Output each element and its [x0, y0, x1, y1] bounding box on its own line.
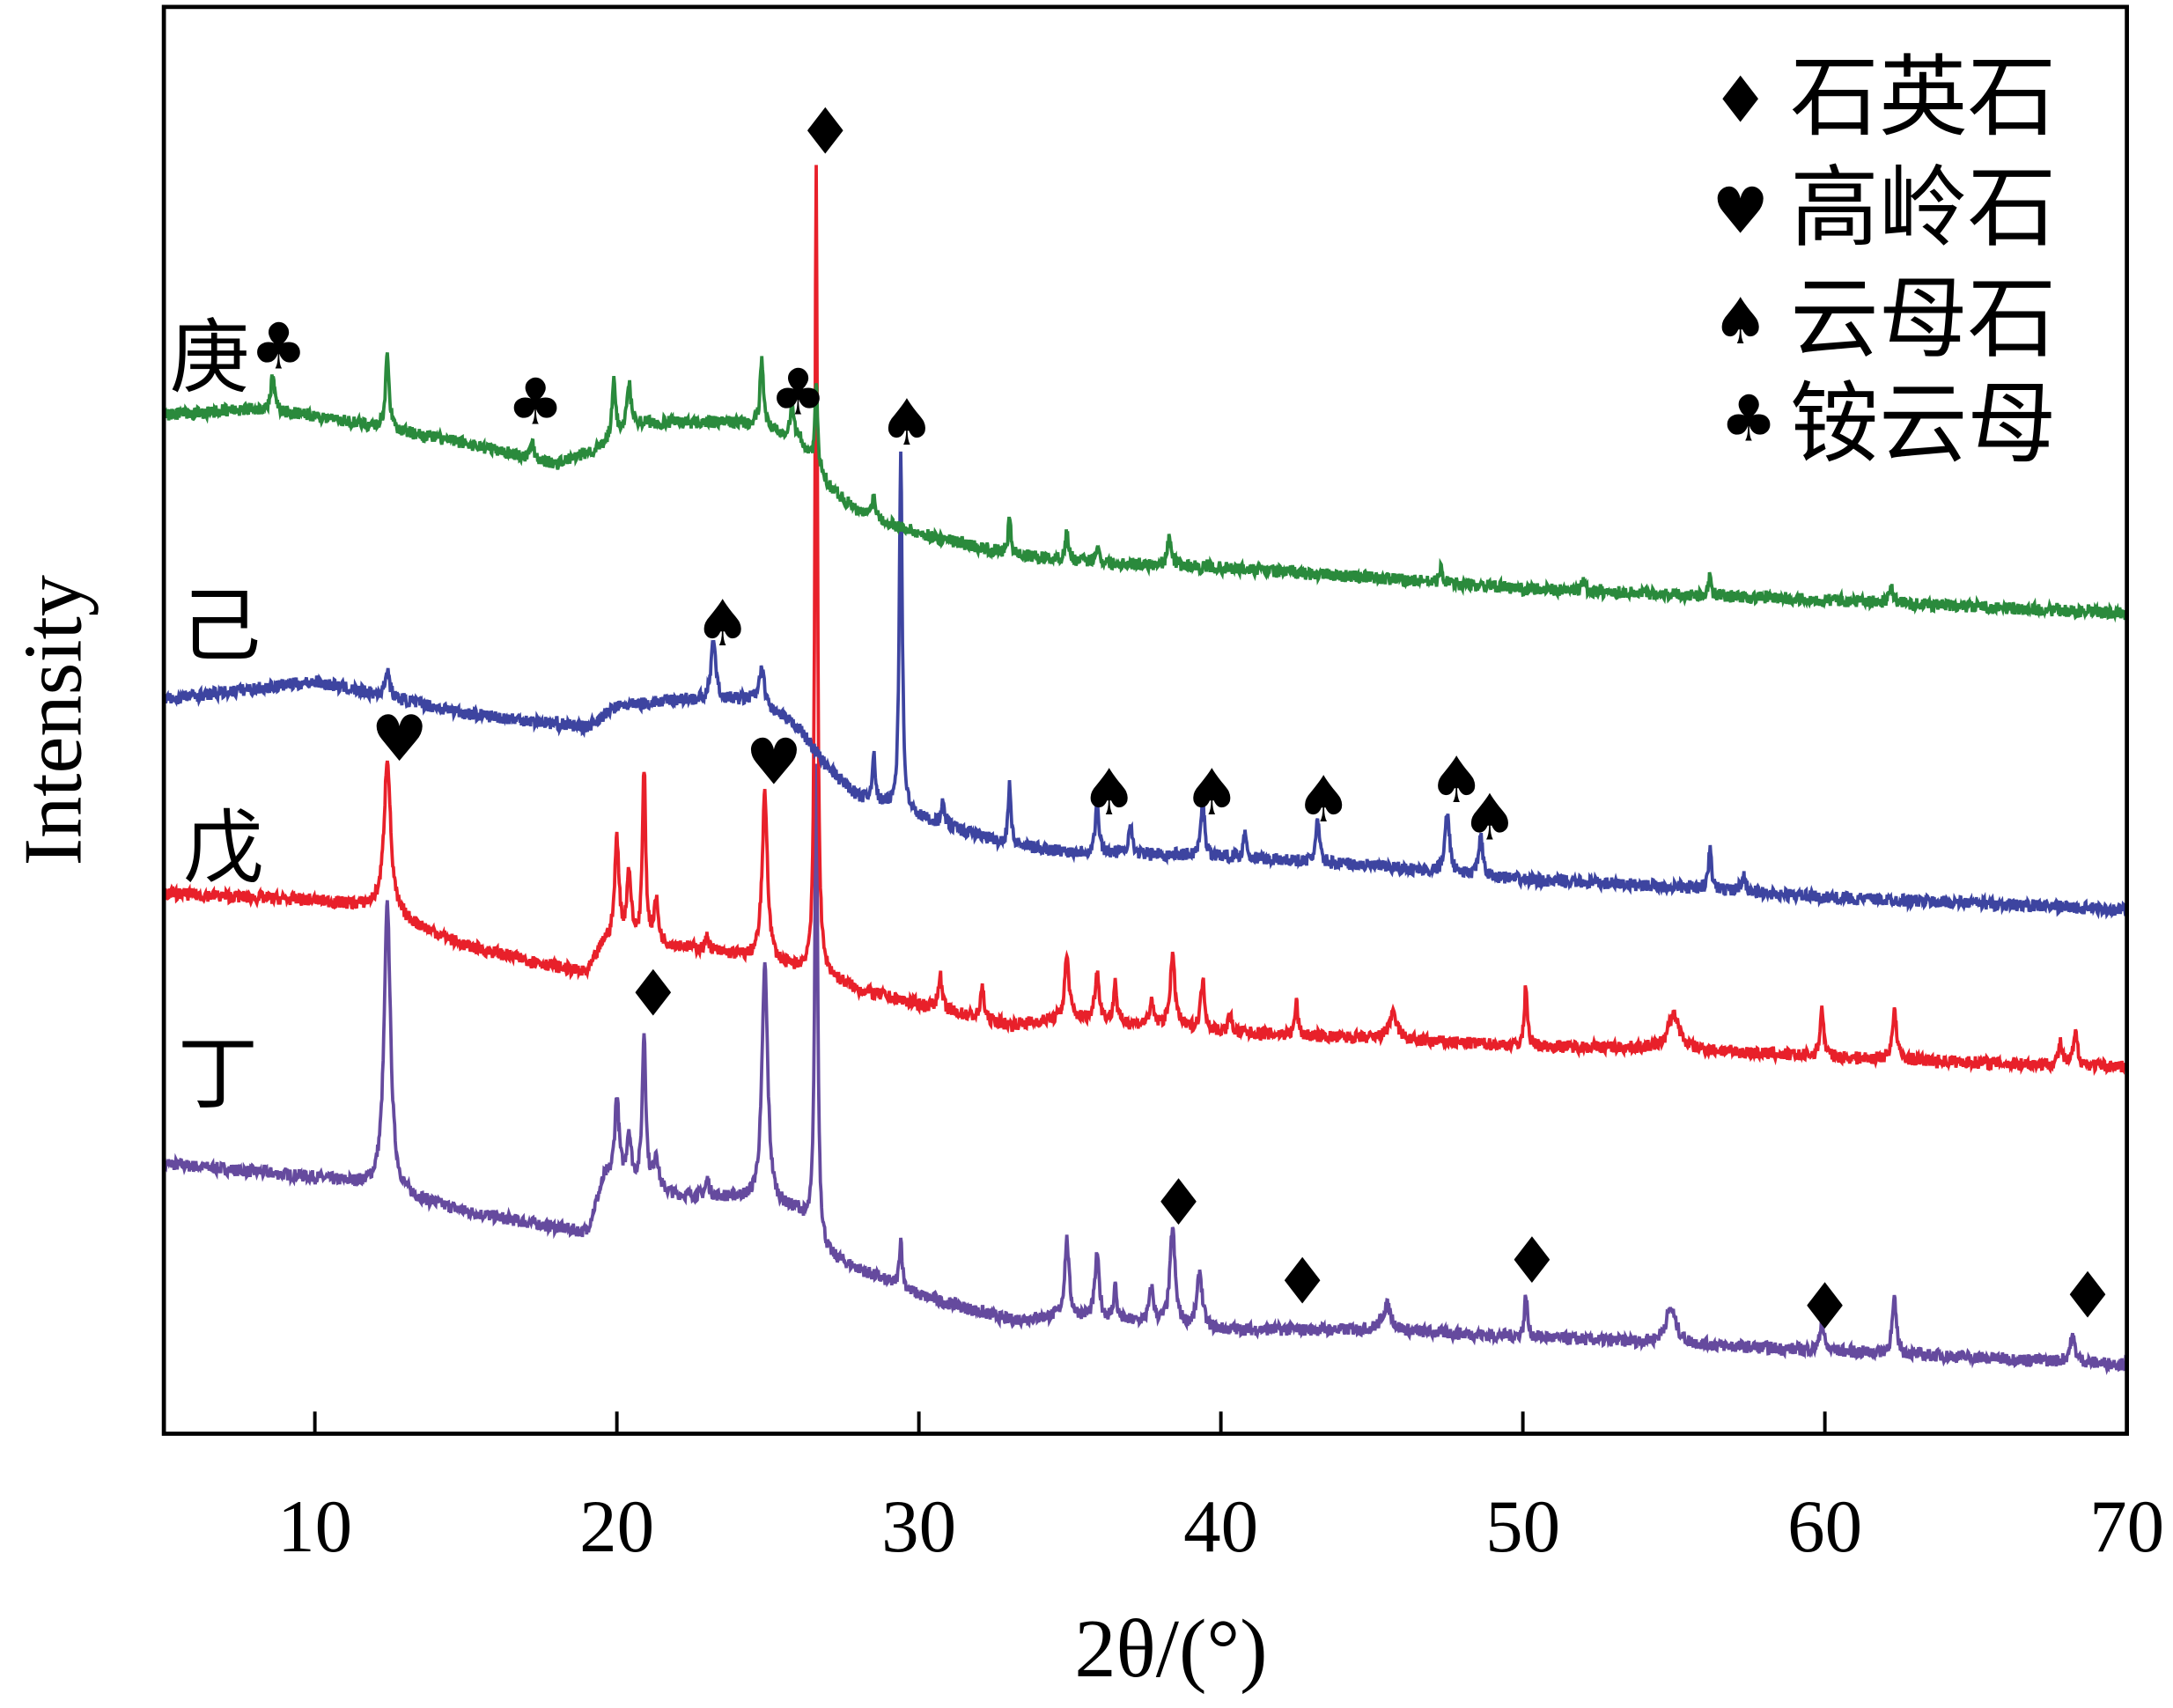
x-tick-label: 50	[1485, 1485, 1560, 1568]
series-line-0	[162, 763, 2128, 1376]
peak-marker: ♠	[1183, 756, 1241, 830]
x-tick-label: 10	[277, 1485, 352, 1568]
legend: ♦ 石英石 ♥ 高岭石 ♠ 云母石 ♣ 铵云母	[1712, 46, 2056, 475]
x-tick-label: 70	[2089, 1485, 2164, 1568]
series-line-1	[162, 165, 2128, 1077]
legend-symbol-ammonium-mica: ♣	[1720, 382, 1778, 456]
peak-marker: ♠	[694, 587, 751, 661]
series-label-ji: 己	[180, 579, 261, 674]
x-ticks: 10 20 30 40 50 60 70	[277, 1411, 2164, 1568]
x-tick-label: 20	[579, 1485, 654, 1568]
traces	[162, 165, 2128, 1376]
peak-marker: ♠	[1461, 781, 1518, 855]
legend-symbol-quartz: ♦	[1712, 63, 1769, 137]
peak-marker: ♠	[1080, 756, 1138, 830]
x-tick-label: 60	[1787, 1485, 1862, 1568]
peak-marker: ♣	[507, 365, 564, 439]
series-line-2	[162, 451, 2128, 920]
x-tick-label: 30	[881, 1485, 956, 1568]
peak-marker: ♠	[878, 387, 935, 460]
series-line-3	[162, 352, 2128, 623]
peak-marker: ♦	[624, 957, 681, 1031]
peak-marker: ♥	[371, 703, 428, 777]
legend-label-mica: 云母石	[1790, 267, 2056, 370]
series-label-wu: 戊	[183, 800, 263, 894]
legend-label-quartz: 石英石	[1790, 46, 2056, 149]
y-axis-title: Intensity	[8, 575, 99, 865]
peak-marker: ♣	[770, 356, 827, 430]
peak-marker: ♠	[1428, 744, 1485, 818]
x-tick-label: 40	[1183, 1485, 1258, 1568]
plot-frame	[161, 4, 2129, 1436]
peak-marker: ♦	[797, 96, 854, 170]
peak-marker: ♣	[250, 311, 307, 385]
legend-label-kaolinite: 高岭石	[1790, 157, 2056, 260]
series-label-geng: 庚	[169, 310, 249, 404]
legend-symbol-mica: ♠	[1712, 285, 1769, 359]
peak-marker: ♥	[746, 726, 803, 800]
peak-marker: ♠	[1295, 763, 1352, 837]
peak-marker: ♦	[1274, 1246, 1331, 1320]
peak-marker: ♦	[1503, 1225, 1560, 1299]
series-label-ding: 丁	[178, 1027, 258, 1121]
peak-marker: ♦	[2059, 1259, 2117, 1333]
peak-marker: ♦	[1150, 1167, 1207, 1241]
peak-marker: ♦	[1796, 1270, 1853, 1344]
legend-symbol-kaolinite: ♥	[1712, 174, 1769, 248]
x-axis-title: 2θ/(°)	[1074, 1603, 1267, 1695]
legend-label-ammonium-mica: 铵云母	[1790, 372, 2056, 475]
annotations: ♦♣♣ ♣ ♠♠♠ ♠ ♠ ♠♠♥ ♥♦♦♦ ♦♦ ♦	[250, 96, 2116, 1344]
